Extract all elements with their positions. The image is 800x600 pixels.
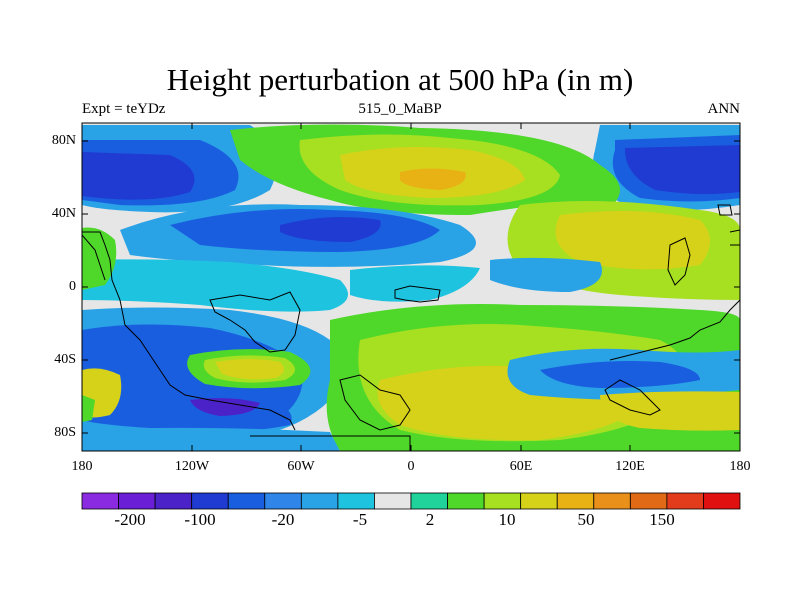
colorbar-swatch: [593, 492, 631, 510]
lon-label-180-west: 180: [71, 459, 93, 474]
lon-label-60e: 60E: [509, 459, 533, 474]
colorbar-swatch: [81, 492, 119, 510]
colorbar-swatch: [447, 492, 485, 510]
colorbar-swatch: [666, 492, 704, 510]
time-slice-label: 515_0_MaBP: [358, 101, 442, 117]
colorbar-swatch: [374, 492, 412, 510]
experiment-label: Expt = teYDz: [82, 101, 166, 117]
lon-label-0: 0: [407, 459, 415, 474]
height-field: [82, 123, 740, 451]
plot-title: Height perturbation at 500 hPa (in m): [166, 62, 634, 97]
season-label: ANN: [707, 101, 741, 117]
axis-ticks: [81, 123, 741, 451]
coastlines: [82, 204, 740, 451]
colorbar-swatch: [264, 492, 302, 510]
colorbar-label-neg5: -5: [352, 510, 368, 529]
colorbar-swatch: [483, 492, 522, 510]
colorbar-label-10: 10: [498, 510, 516, 529]
lat-label-40s: 40S: [54, 352, 76, 367]
colorbar-swatch: [520, 492, 558, 510]
colorbar-label-2: 2: [425, 510, 435, 529]
colorbar-swatch: [337, 492, 375, 510]
lat-label-0: 0: [69, 279, 76, 294]
colorbar-label-neg100: -100: [184, 510, 216, 529]
lon-label-120e: 120E: [615, 459, 645, 474]
colorbar-swatch: [703, 492, 741, 510]
colorbar-swatch: [118, 492, 156, 510]
colorbar-swatch: [154, 492, 193, 510]
colorbar-swatch: [410, 492, 448, 510]
lon-label-120w: 120W: [174, 459, 210, 474]
colorbar-swatch: [191, 492, 229, 510]
lat-label-80s: 80S: [54, 425, 76, 440]
lat-label-40n: 40N: [51, 206, 76, 221]
colorbar-swatch: [629, 492, 668, 510]
lon-label-60w: 60W: [287, 459, 315, 474]
colorbar-swatch: [556, 492, 595, 510]
colorbar-label-neg20: -20: [271, 510, 295, 529]
colorbar-label-150: 150: [649, 510, 675, 529]
colorbar-swatch: [300, 492, 339, 510]
lon-label-180-east: 180: [729, 459, 751, 474]
colorbar-label-50: 50: [577, 510, 595, 529]
lat-label-80n: 80N: [51, 133, 76, 148]
colorbar: [81, 492, 741, 510]
colorbar-label-neg200: -200: [114, 510, 146, 529]
colorbar-swatch: [227, 492, 266, 510]
